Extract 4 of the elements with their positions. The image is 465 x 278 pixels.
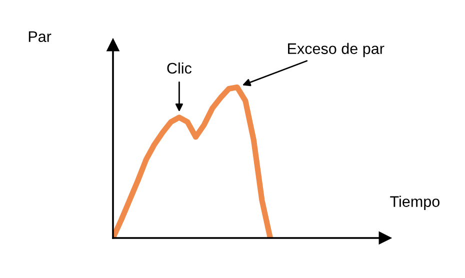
text: Tiempo [390, 196, 440, 210]
y-axis-title: Par [28, 31, 52, 42]
text: Exceso de par [288, 42, 384, 58]
annotation: Clic [167, 62, 192, 74]
